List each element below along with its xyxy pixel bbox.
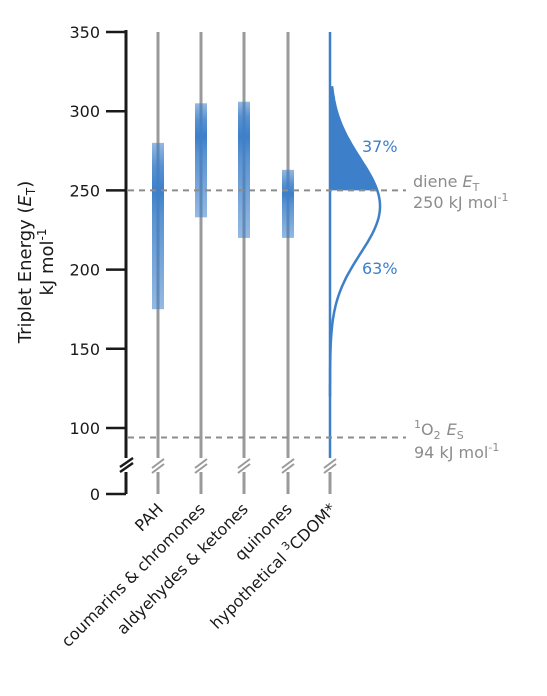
range-bars [152,101,294,310]
ref-label-diene-sub: T [472,181,480,194]
y-tick-label-250: 250 [69,181,100,200]
range-bar-2 [238,101,250,238]
ref-label-oxygen-o-sub: 2 [434,429,441,442]
y-axis-label-part1: Triplet Energy ( [15,206,36,344]
y-tick-label-200: 200 [69,261,100,280]
y-axis [119,30,134,494]
distribution-fill-above-diene [330,87,378,191]
y-tick-label-0: 0 [90,485,100,504]
y-axis-label-units: kJ mol-1 [35,229,58,296]
category-break-2 [237,458,251,474]
distribution-curve [328,86,382,397]
reference-lines [128,189,406,439]
ref-label-oxygen-line2: 94 kJ mol-1 [414,441,499,462]
category-label-pah: PAH [131,499,167,535]
y-axis-units-text: kJ mol [37,240,58,295]
y-axis-label: Triplet Energy (ET) [15,181,38,345]
category-break-1 [194,458,208,474]
ref-label-diene-prefix: diene [413,172,463,191]
range-bar-1 [195,103,207,218]
ref-label-oxygen-sup: 1 [414,418,421,431]
ref-label-oxygen-symbol: E [447,420,458,439]
category-lines [151,32,337,494]
category-break-0 [151,458,165,474]
ref-label-diene-sup: -1 [498,191,509,204]
ref-label-diene-value: 250 kJ mol [413,193,498,212]
y-axis-break-mark [119,456,134,474]
ref-label-oxygen-sup2: -1 [488,441,499,454]
ref-label-oxygen-line1: 1O2 ES [414,418,464,442]
category-break-4 [323,458,337,474]
y-ticks: 0 100 150 200 250 300 350 [69,23,126,504]
annotation-63: 63% [362,259,398,278]
category-break-3 [281,458,295,474]
annotation-37: 37% [362,137,398,156]
y-axis-label-close: ) [15,181,36,188]
ref-label-oxygen-o: O [421,420,434,439]
cdom-distribution [328,86,382,397]
y-tick-label-150: 150 [69,340,100,359]
y-tick-label-350: 350 [69,23,100,42]
y-axis-label-symbol: E [15,194,36,206]
ref-label-oxygen-symbol-sub: S [457,429,464,442]
range-bar-3 [282,169,294,238]
ref-label-diene-line2: 250 kJ mol-1 [413,191,508,212]
ref-label-oxygen-value: 94 kJ mol [414,443,488,462]
ref-label-diene-line1: diene ET [413,172,480,194]
category-label-cdom-main: CDOM* [285,499,339,553]
y-tick-label-100: 100 [69,419,100,438]
y-axis-units-sup: -1 [35,229,49,241]
y-tick-label-300: 300 [69,102,100,121]
category-labels: PAH coumarins & chromones aldyehydes & k… [58,499,340,650]
y-axis-label-symbol-sub: T [24,187,38,196]
range-bar-0 [152,142,164,310]
ref-label-diene-symbol: E [463,172,474,191]
